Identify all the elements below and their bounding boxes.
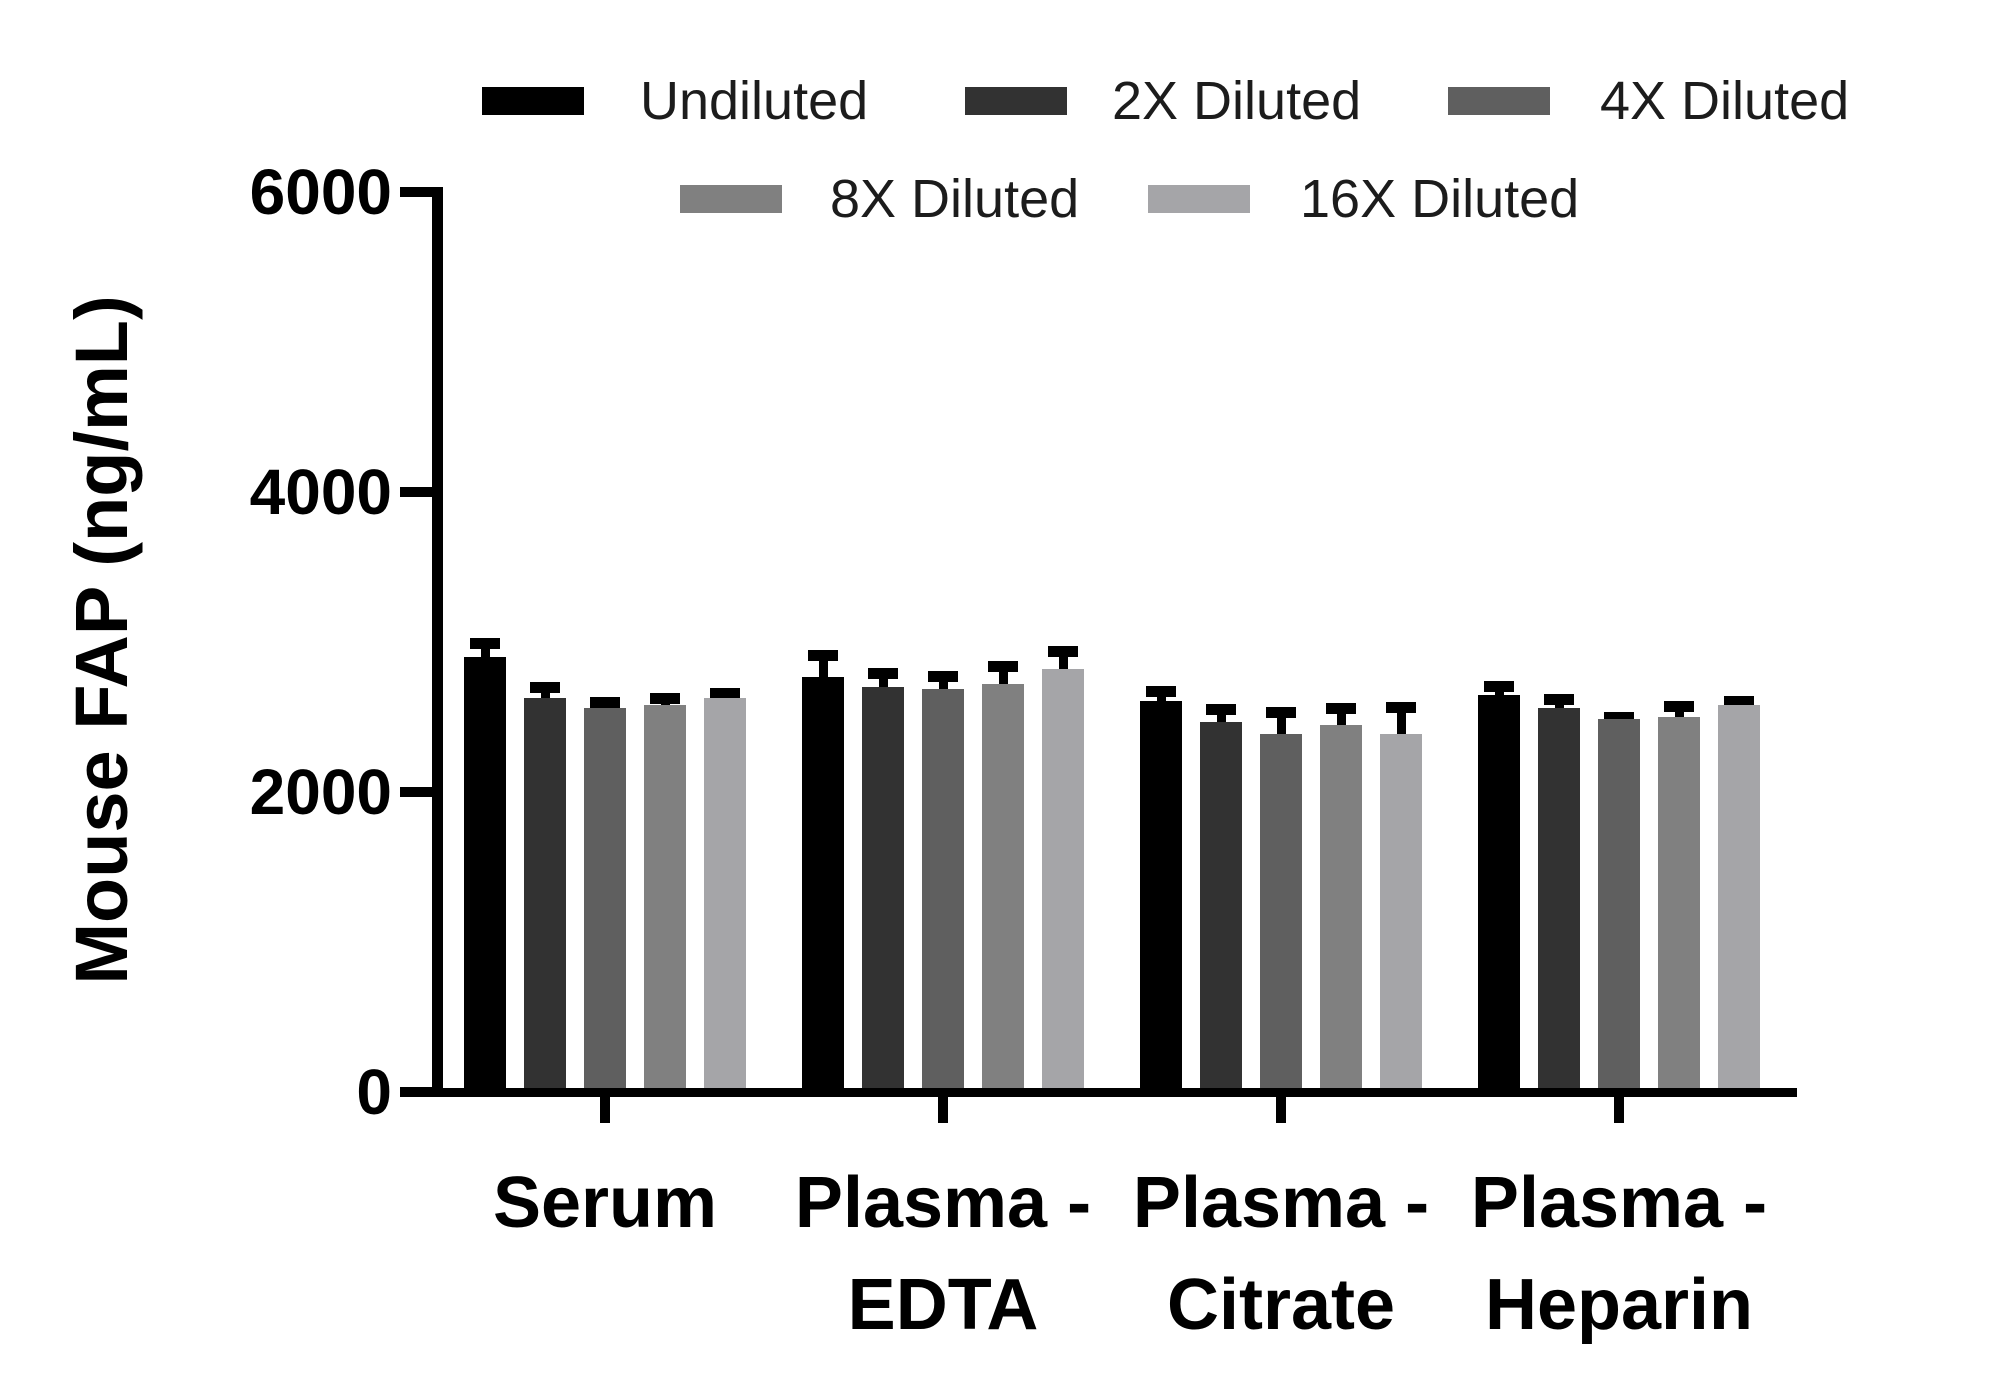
bar-plasma-edta-4x-diluted [922,688,964,1092]
error-bar-cap-serum-4x-diluted [590,696,620,708]
x-category-label-plasma-edta: Plasma - EDTA [794,1163,1092,1345]
legend-label-undiluted: Undiluted [640,71,869,131]
legend-swatch-undiluted [482,87,584,115]
y-tick-label-6000: 6000 [249,156,392,228]
x-category-label-serum: Serum [492,1163,718,1243]
bar-plasma-edta-16x-diluted [1042,669,1084,1092]
y-axis-line [432,187,443,1097]
bar-plasma-edta-8x-diluted [982,684,1024,1092]
x-tick-mark-plasma-edta [938,1096,948,1123]
error-bar-cap-plasma-edta-16x-diluted [1048,645,1078,657]
bar-plasma-citrate-16x-diluted [1380,733,1422,1092]
error-bar-cap-serum-16x-diluted [710,687,740,699]
legend-swatch-8x-diluted [680,185,782,213]
legend-swatch-2x-diluted [965,87,1067,115]
bar-plasma-heparin-4x-diluted [1598,718,1640,1092]
bar-plasma-citrate-2x-diluted [1200,721,1242,1092]
legend-label-16x-diluted: 16X Diluted [1300,169,1580,229]
bar-plasma-citrate-8x-diluted [1320,724,1362,1092]
bar-plasma-heparin-16x-diluted [1718,705,1760,1092]
y-tick-mark-6000 [400,187,432,197]
error-bar-plasma-edta-2x-diluted [878,668,888,695]
x-category-label-plasma-citrate: Plasma - Citrate [1132,1163,1430,1345]
bar-plasma-heparin-2x-diluted [1538,708,1580,1092]
error-bar-plasma-edta-4x-diluted [938,671,948,697]
error-bar-cap-plasma-edta-2x-diluted [868,668,898,680]
error-bar-cap-plasma-heparin-8x-diluted [1664,701,1694,713]
error-bar-plasma-citrate-undiluted [1156,686,1166,709]
error-bar-plasma-citrate-8x-diluted [1336,702,1346,733]
bar-plasma-citrate-undiluted [1140,700,1182,1092]
y-tick-label-4000: 4000 [249,456,392,528]
error-bar-cap-plasma-heparin-4x-diluted [1604,711,1634,723]
bar-serum-undiluted [464,657,506,1092]
error-bar-cap-plasma-citrate-8x-diluted [1326,702,1356,714]
bar-plasma-heparin-8x-diluted [1658,717,1700,1092]
error-bar-cap-serum-undiluted [470,637,500,649]
error-bar-cap-plasma-citrate-2x-diluted [1206,703,1236,715]
bar-plasma-heparin-undiluted [1478,694,1520,1092]
x-tick-mark-plasma-citrate [1276,1096,1286,1123]
x-category-label-plasma-heparin: Plasma - Heparin [1470,1163,1768,1345]
legend-swatch-4x-diluted [1448,87,1550,115]
error-bar-cap-plasma-edta-undiluted [808,650,838,662]
y-tick-mark-4000 [400,487,432,497]
x-tick-mark-plasma-heparin [1614,1096,1624,1123]
error-bar-serum-undiluted [480,637,490,665]
error-bar-cap-plasma-heparin-16x-diluted [1724,696,1754,707]
error-bar-cap-serum-8x-diluted [650,693,680,704]
y-axis-title: Mouse FAP (ng/mL) [60,295,143,985]
error-bar-plasma-heparin-2x-diluted [1554,693,1564,716]
legend-swatch-16x-diluted [1148,185,1250,213]
error-bar-cap-plasma-citrate-16x-diluted [1386,702,1416,713]
x-axis-line [432,1087,1797,1097]
bar-plasma-edta-undiluted [802,676,844,1092]
error-bar-cap-plasma-heparin-2x-diluted [1544,693,1574,705]
error-bar-plasma-edta-16x-diluted [1058,645,1068,677]
error-bar-serum-2x-diluted [540,681,550,706]
bar-serum-16x-diluted [704,697,746,1092]
error-bar-cap-plasma-citrate-4x-diluted [1266,707,1296,719]
legend-label-8x-diluted: 8X Diluted [830,169,1080,229]
bar-serum-2x-diluted [524,697,566,1092]
error-bar-plasma-citrate-2x-diluted [1216,703,1226,730]
x-tick-mark-serum [600,1096,610,1123]
y-tick-mark-0 [400,1087,432,1097]
error-bar-cap-plasma-heparin-undiluted [1484,681,1514,692]
bar-plasma-citrate-4x-diluted [1260,733,1302,1092]
error-bar-plasma-citrate-16x-diluted [1396,702,1406,742]
bar-serum-4x-diluted [584,708,626,1092]
error-bar-cap-plasma-citrate-undiluted [1146,686,1176,698]
error-bar-plasma-edta-8x-diluted [998,660,1008,692]
error-bar-plasma-heparin-8x-diluted [1674,701,1684,725]
bar-plasma-edta-2x-diluted [862,687,904,1092]
error-bar-cap-plasma-edta-8x-diluted [988,660,1018,672]
y-tick-mark-2000 [400,787,432,797]
y-tick-label-0: 0 [356,1056,392,1128]
y-tick-label-2000: 2000 [249,756,392,828]
legend-label-2x-diluted: 2X Diluted [1112,71,1362,131]
bar-serum-8x-diluted [644,705,686,1092]
error-bar-plasma-citrate-4x-diluted [1276,707,1286,742]
error-bar-plasma-edta-undiluted [818,650,828,685]
legend-label-4x-diluted: 4X Diluted [1600,71,1850,131]
error-bar-cap-serum-2x-diluted [530,681,560,693]
error-bar-cap-plasma-edta-4x-diluted [928,671,958,683]
